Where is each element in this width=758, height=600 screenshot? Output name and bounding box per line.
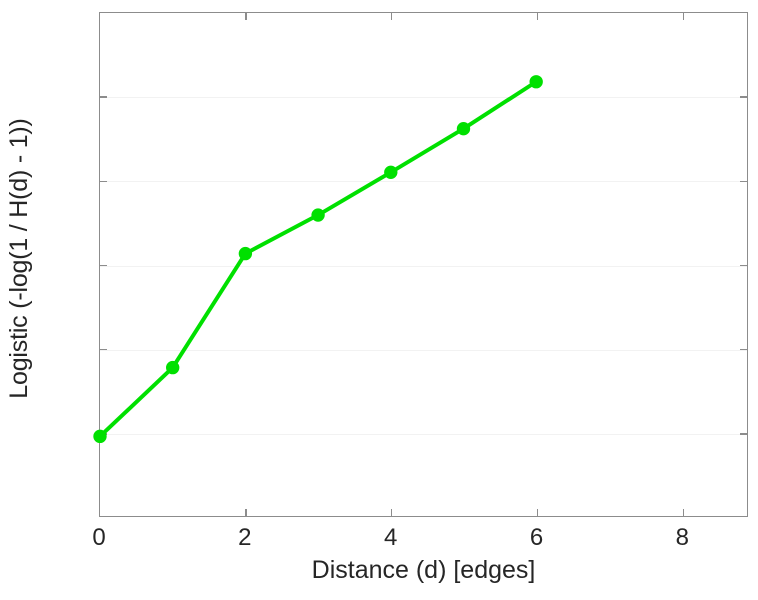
y-tick-mark <box>740 264 747 267</box>
data-point-marker <box>166 360 180 375</box>
x-tick-mark <box>390 509 393 516</box>
y-tick-mark <box>100 348 107 351</box>
y-tick-mark <box>740 348 747 351</box>
data-point-marker <box>93 429 107 444</box>
plot-area <box>93 12 748 517</box>
y-tick-mark <box>100 96 107 98</box>
x-axis-label: Distance (d) [edges] <box>311 556 536 584</box>
x-tick-label: 8 <box>675 524 690 551</box>
data-point-marker <box>456 122 471 136</box>
series-line <box>98 79 539 439</box>
x-tick-mark <box>245 13 247 20</box>
gridline-horizontal <box>100 265 747 267</box>
y-tick-mark <box>740 96 747 98</box>
y-axis-label: Logistic (-log(1 / H(d) - 1)) <box>4 118 33 399</box>
data-point-marker <box>384 165 398 179</box>
x-tick-mark <box>682 13 685 20</box>
data-point-marker <box>238 246 253 261</box>
gridline-horizontal <box>100 433 747 435</box>
x-tick-mark <box>245 509 247 516</box>
x-tick-mark <box>682 509 685 516</box>
y-tick-mark <box>100 180 107 183</box>
gridline-horizontal <box>100 97 747 99</box>
x-tick-label: 0 <box>92 524 106 551</box>
x-tick-mark <box>536 509 539 516</box>
x-tick-mark <box>536 13 539 20</box>
x-tick-label: 4 <box>383 524 398 551</box>
x-tick-label: 6 <box>529 524 544 551</box>
x-tick-label: 2 <box>238 524 252 551</box>
gridline-horizontal <box>100 181 747 183</box>
data-point-marker <box>529 75 543 89</box>
x-tick-mark <box>390 13 393 20</box>
y-tick-mark <box>740 180 747 183</box>
gridline-horizontal <box>100 349 747 351</box>
data-series-layer <box>93 75 543 444</box>
y-tick-mark <box>740 433 747 435</box>
y-tick-mark <box>100 264 107 267</box>
data-point-marker <box>311 208 325 222</box>
